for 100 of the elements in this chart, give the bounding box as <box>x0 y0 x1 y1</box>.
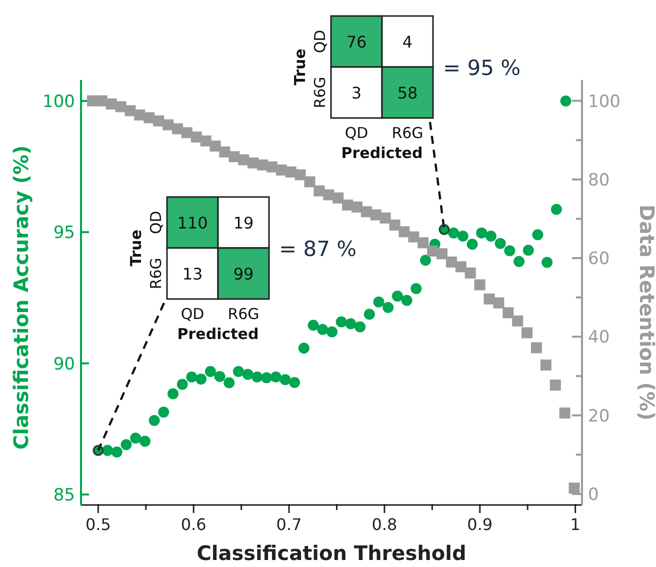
y-axis-title: True <box>291 48 309 86</box>
point <box>354 321 366 332</box>
point <box>514 256 525 268</box>
data-label: 110 <box>177 214 208 232</box>
x-tick-label: 0.6 <box>180 515 206 534</box>
point <box>550 380 561 391</box>
point <box>158 406 170 418</box>
point <box>298 342 310 354</box>
point <box>427 246 438 257</box>
point <box>389 220 400 231</box>
point <box>345 318 356 330</box>
y2-axis-title: Data Retention (%) <box>635 204 656 421</box>
point <box>196 374 207 385</box>
point <box>540 360 552 371</box>
point <box>314 185 325 196</box>
point <box>522 327 533 338</box>
point <box>418 237 429 248</box>
x-tick-label: 0.7 <box>276 515 302 534</box>
point <box>176 378 188 390</box>
point <box>373 296 384 308</box>
point <box>522 244 534 256</box>
point <box>559 408 570 418</box>
x-tick-label: 0.5 <box>85 515 111 534</box>
point <box>219 146 230 158</box>
x-tick-label: 0.9 <box>467 515 493 534</box>
point <box>484 293 495 304</box>
data-label: 76 <box>346 32 367 52</box>
point <box>398 226 410 238</box>
x-axis-title: Predicted <box>341 144 423 162</box>
y2-tick-label: 40 <box>588 328 610 348</box>
point <box>210 140 221 152</box>
point <box>560 95 572 106</box>
point <box>242 368 254 380</box>
data-label: 4 <box>402 32 413 52</box>
point <box>336 316 347 328</box>
point <box>120 439 132 450</box>
point <box>252 371 263 382</box>
point <box>466 238 478 250</box>
point <box>317 324 328 335</box>
point <box>200 135 212 146</box>
point <box>304 176 316 188</box>
point <box>382 302 394 313</box>
point <box>214 370 226 382</box>
point <box>568 482 580 494</box>
point <box>464 268 476 279</box>
point <box>532 229 544 240</box>
point <box>504 245 516 256</box>
y-axis-title: Classification Accuracy (%) <box>9 145 33 450</box>
data-label: 99 <box>233 264 254 284</box>
y-tick-label: 100 <box>42 92 75 112</box>
data-label: 58 <box>397 84 418 102</box>
point <box>446 256 457 268</box>
point <box>410 283 422 294</box>
y-tick-label: 95 <box>53 223 75 244</box>
point <box>326 326 338 338</box>
x-tick-label: 0.8 <box>372 515 398 534</box>
point <box>530 342 542 354</box>
x-axis-title: Predicted <box>177 325 259 343</box>
point <box>139 436 150 447</box>
point <box>261 372 272 384</box>
point <box>512 316 524 327</box>
point <box>474 279 486 290</box>
point <box>380 212 391 224</box>
point <box>294 169 306 180</box>
point <box>494 238 506 249</box>
point <box>204 366 216 377</box>
data-label: 3 <box>351 84 362 102</box>
annotation: = 87 % <box>279 237 357 261</box>
y-tick-label: 90 <box>53 354 75 374</box>
point <box>289 376 300 388</box>
point <box>364 308 375 320</box>
point <box>550 204 562 215</box>
point <box>392 290 403 302</box>
point <box>476 227 488 238</box>
point <box>130 432 142 444</box>
point <box>401 294 412 306</box>
point <box>270 371 282 382</box>
point <box>493 297 504 308</box>
point <box>224 377 235 388</box>
point <box>332 192 344 204</box>
y-tick-label: 85 <box>53 486 75 506</box>
data-label: 13 <box>182 264 203 284</box>
point <box>148 415 160 426</box>
point <box>502 307 514 318</box>
point <box>167 388 178 400</box>
point <box>280 374 291 386</box>
point <box>408 231 420 242</box>
text: = 95 % <box>443 56 521 80</box>
y2-tick-label: 100 <box>588 92 620 112</box>
point <box>457 230 468 242</box>
y2-tick-label: 0 <box>588 484 599 505</box>
point <box>448 227 460 238</box>
point <box>420 254 431 266</box>
point <box>111 446 122 458</box>
point <box>455 261 466 272</box>
data-label: 19 <box>233 214 254 232</box>
point <box>485 230 496 242</box>
point <box>436 248 448 260</box>
y2-tick-label: 80 <box>588 170 610 190</box>
point <box>186 371 198 382</box>
